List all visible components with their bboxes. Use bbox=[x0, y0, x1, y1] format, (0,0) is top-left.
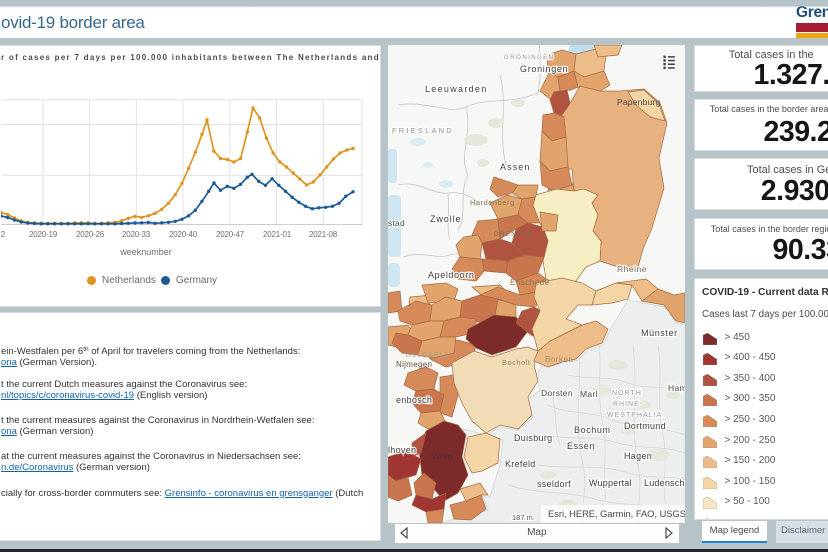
svg-text:lhoven: lhoven bbox=[388, 445, 416, 455]
svg-text:Bochum: Bochum bbox=[574, 425, 611, 435]
svg-text:GRONINGEN: GRONINGEN bbox=[504, 54, 555, 61]
svg-text:Hagen: Hagen bbox=[624, 451, 652, 461]
svg-text:Assen: Assen bbox=[500, 162, 531, 172]
svg-text:DRENTHE: DRENTHE bbox=[494, 231, 534, 238]
svg-text:Ham: Ham bbox=[668, 383, 685, 393]
svg-text:Hardenberg: Hardenberg bbox=[470, 198, 515, 207]
svg-text:Dortmund: Dortmund bbox=[624, 421, 666, 431]
svg-text:Rheine: Rheine bbox=[617, 264, 647, 274]
svg-text:RHINE-: RHINE- bbox=[613, 401, 643, 408]
svg-text:NORTH: NORTH bbox=[612, 390, 642, 397]
svg-text:Essen: Essen bbox=[567, 441, 595, 451]
svg-text:Münster: Münster bbox=[641, 328, 678, 338]
svg-text:Venlo: Venlo bbox=[431, 451, 453, 461]
svg-text:Groningen: Groningen bbox=[520, 64, 568, 74]
svg-text:Wuppertal: Wuppertal bbox=[589, 478, 632, 488]
svg-text:Dorsten: Dorsten bbox=[541, 388, 573, 398]
svg-text:187 m: 187 m bbox=[512, 513, 533, 522]
svg-text:FRIESLAND: FRIESLAND bbox=[392, 126, 454, 135]
svg-text:enbosch: enbosch bbox=[396, 395, 432, 405]
svg-text:Esri, HERE, Garmin, FAO, USGS: Esri, HERE, Garmin, FAO, USGS bbox=[548, 509, 685, 519]
svg-text:Nijmegen: Nijmegen bbox=[396, 360, 432, 369]
svg-text:Papenburg: Papenburg bbox=[617, 97, 660, 107]
svg-text:Leeuwarden: Leeuwarden bbox=[425, 84, 488, 94]
svg-text:Ludensche: Ludensche bbox=[644, 478, 685, 488]
svg-text:GELDERLA: GELDERLA bbox=[406, 352, 450, 359]
svg-text:WESTPHALIA: WESTPHALIA bbox=[607, 412, 662, 419]
svg-text:Zwolle: Zwolle bbox=[430, 214, 461, 224]
svg-text:sseldorf: sseldorf bbox=[537, 479, 571, 489]
svg-text:Duisburg: Duisburg bbox=[514, 433, 552, 443]
svg-text:stad: stad bbox=[388, 218, 405, 228]
svg-text:Enschede: Enschede bbox=[510, 278, 550, 287]
svg-text:Marl: Marl bbox=[580, 389, 598, 399]
svg-text:Borken: Borken bbox=[545, 355, 573, 364]
svg-text:Krefeld: Krefeld bbox=[505, 459, 536, 469]
svg-text:Bocholt: Bocholt bbox=[502, 358, 531, 367]
svg-text:Apeldoorn: Apeldoorn bbox=[428, 270, 474, 280]
